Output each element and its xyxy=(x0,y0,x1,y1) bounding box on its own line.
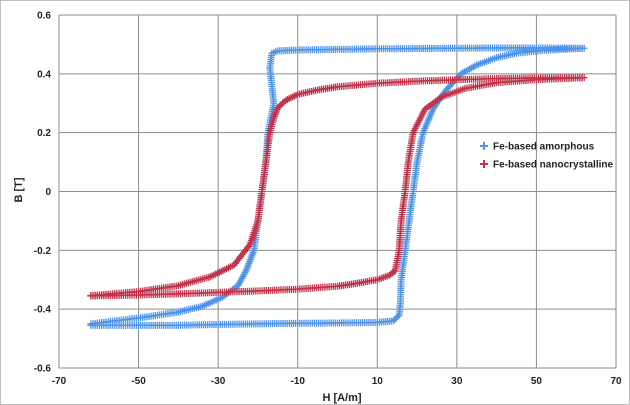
y-tick-label: -0.2 xyxy=(34,246,52,257)
x-tick-label: -10 xyxy=(290,376,305,387)
legend-label: Fe-based nanocrystalline xyxy=(493,160,613,171)
legend-marker xyxy=(480,142,488,150)
data-series xyxy=(87,44,588,329)
y-tick-labels: -0.6 -0.4 -0.2 0 0.2 0.4 0.6 xyxy=(34,11,52,375)
x-tick-label: -70 xyxy=(52,376,67,387)
legend: Fe-based amorphous Fe-based nanocrystalli… xyxy=(480,142,613,171)
x-axis-label: H [A/m] xyxy=(322,392,361,404)
y-tick-label: 0.6 xyxy=(37,11,51,22)
legend-label: Fe-based amorphous xyxy=(493,142,595,153)
y-axis-label: B [T] xyxy=(13,177,25,202)
legend-marker xyxy=(480,160,488,168)
x-tick-label: -30 xyxy=(211,376,226,387)
legend-item: Fe-based amorphous xyxy=(480,142,595,153)
x-tick-label: 50 xyxy=(531,376,543,387)
x-tick-label: 70 xyxy=(610,376,622,387)
y-tick-label: 0 xyxy=(45,187,51,198)
y-tick-label: 0.4 xyxy=(37,69,51,80)
x-tick-label: 10 xyxy=(372,376,384,387)
y-tick-label: -0.4 xyxy=(34,305,52,316)
legend-item: Fe-based nanocrystalline xyxy=(480,160,613,171)
x-tick-label: 30 xyxy=(451,376,463,387)
x-tick-label: -50 xyxy=(131,376,146,387)
series-fe-nanocrystalline xyxy=(87,74,588,300)
y-tick-label: 0.2 xyxy=(37,128,51,139)
x-tick-labels: -70 -50 -30 -10 10 30 50 70 xyxy=(52,376,622,387)
y-tick-label: -0.6 xyxy=(34,364,52,375)
grid-lines xyxy=(58,14,617,369)
